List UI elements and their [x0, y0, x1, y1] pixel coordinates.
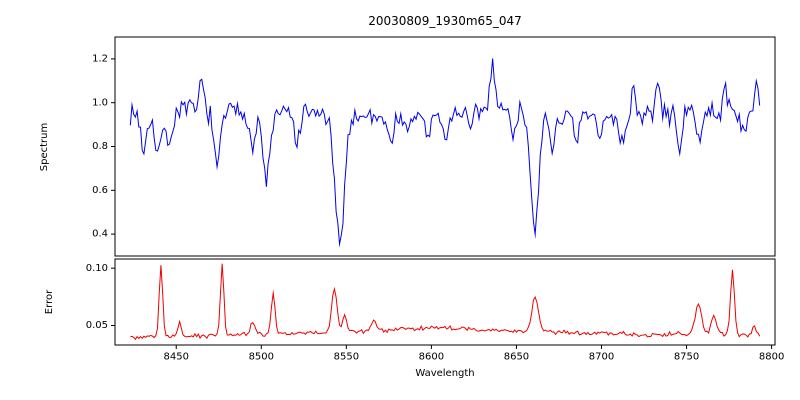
error-y-axis-label: Error [44, 289, 55, 315]
spectrum-y-axis-label: Spectrum [39, 122, 50, 172]
figure-title: 20030809_1930m65_047 [368, 14, 522, 28]
x-axis-label: Wavelength [415, 368, 475, 379]
